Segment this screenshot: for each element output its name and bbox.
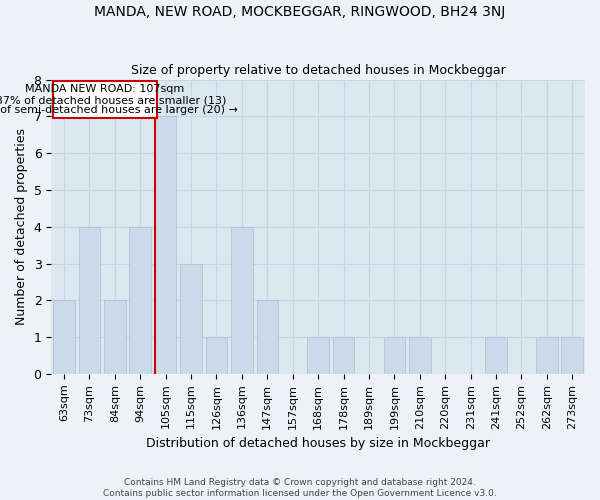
Title: Size of property relative to detached houses in Mockbeggar: Size of property relative to detached ho… xyxy=(131,64,506,77)
Bar xyxy=(231,227,253,374)
Bar xyxy=(130,227,151,374)
Bar xyxy=(383,337,405,374)
FancyBboxPatch shape xyxy=(53,82,157,118)
Bar xyxy=(307,337,329,374)
Bar xyxy=(180,264,202,374)
Text: ← 37% of detached houses are smaller (13): ← 37% of detached houses are smaller (13… xyxy=(0,96,226,106)
Bar xyxy=(536,337,557,374)
Bar xyxy=(485,337,507,374)
Bar xyxy=(257,300,278,374)
Bar xyxy=(409,337,431,374)
Y-axis label: Number of detached properties: Number of detached properties xyxy=(15,128,28,325)
Text: Contains HM Land Registry data © Crown copyright and database right 2024.
Contai: Contains HM Land Registry data © Crown c… xyxy=(103,478,497,498)
Bar xyxy=(79,227,100,374)
Bar xyxy=(206,337,227,374)
Bar xyxy=(104,300,125,374)
Bar xyxy=(53,300,75,374)
Bar xyxy=(155,116,176,374)
X-axis label: Distribution of detached houses by size in Mockbeggar: Distribution of detached houses by size … xyxy=(146,437,490,450)
Bar xyxy=(333,337,355,374)
Text: MANDA NEW ROAD: 107sqm: MANDA NEW ROAD: 107sqm xyxy=(25,84,184,94)
Text: 57% of semi-detached houses are larger (20) →: 57% of semi-detached houses are larger (… xyxy=(0,106,238,116)
Bar xyxy=(562,337,583,374)
Text: MANDA, NEW ROAD, MOCKBEGGAR, RINGWOOD, BH24 3NJ: MANDA, NEW ROAD, MOCKBEGGAR, RINGWOOD, B… xyxy=(94,5,506,19)
